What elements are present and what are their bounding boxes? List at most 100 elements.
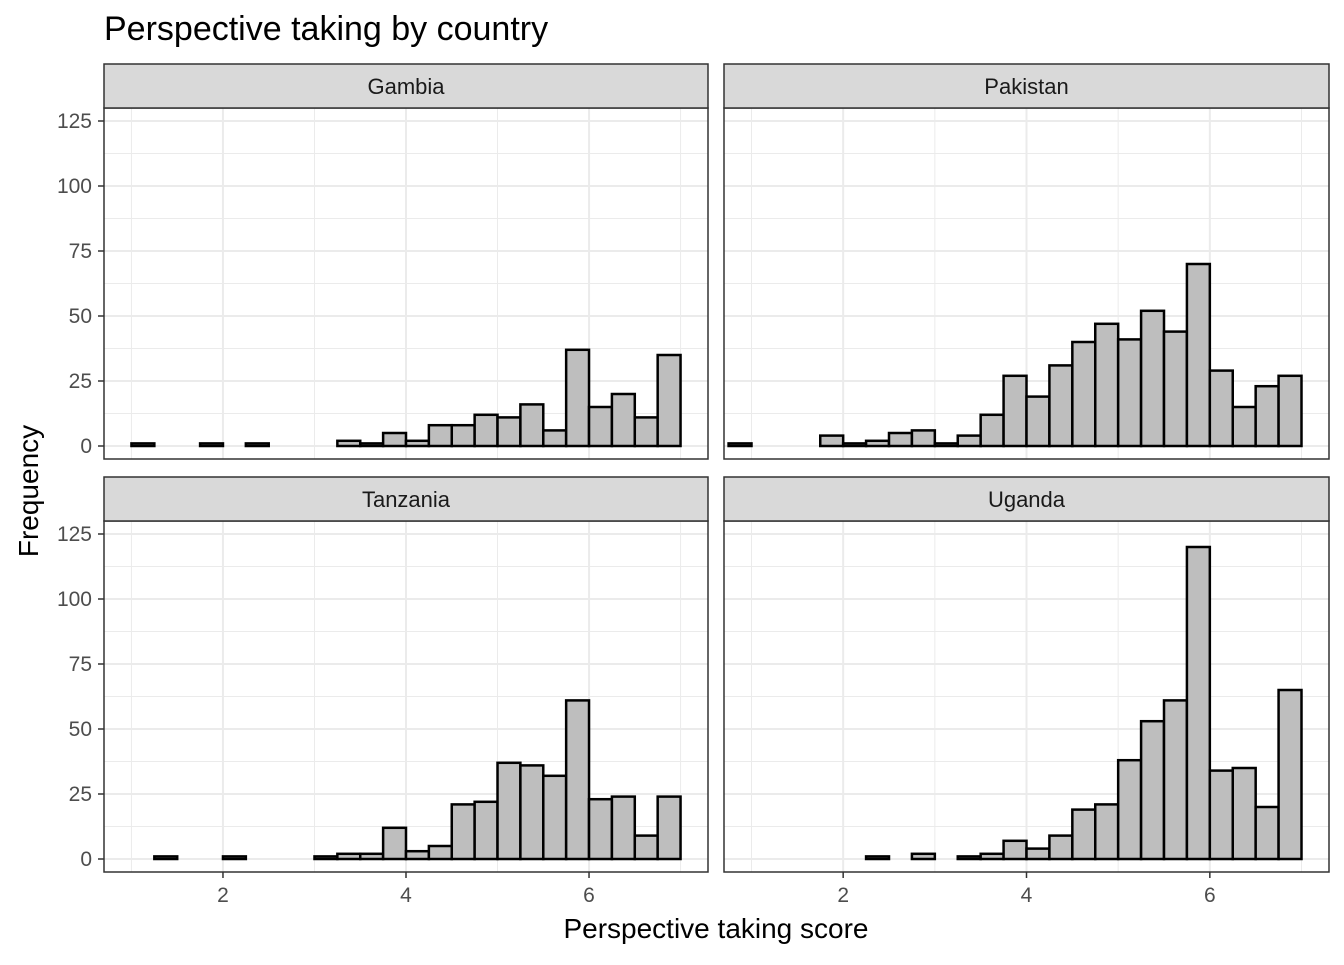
histogram-bar (1002, 839, 1028, 861)
histogram-bar (221, 855, 248, 861)
histogram-bar (336, 439, 362, 448)
y-tick-label: 75 (69, 653, 92, 676)
histogram-bar (979, 413, 1005, 448)
histogram-bar (1048, 834, 1074, 861)
bars-pakistan (727, 262, 1303, 448)
histogram-bar (542, 774, 568, 861)
histogram-bar (1277, 374, 1303, 448)
histogram-bar (1116, 758, 1143, 861)
facet-label-gambia: Gambia (367, 74, 445, 99)
histogram-bar (198, 442, 225, 448)
facet-panel-tanzania: Tanzania 0 25 50 75 100 125 2 4 6 (57, 476, 709, 907)
histogram-bar (1208, 769, 1235, 861)
y-tick-label: 50 (69, 718, 92, 741)
histogram-bar (1162, 330, 1189, 448)
histogram-bar (1185, 545, 1212, 861)
histogram-bar (1231, 405, 1257, 448)
facet-strip (103, 476, 709, 522)
histogram-bar (1048, 364, 1074, 448)
facet-strip (103, 63, 709, 109)
x-tick-label: 2 (217, 884, 229, 907)
y-tick-label: 0 (80, 848, 92, 871)
facet-label-pakistan: Pakistan (984, 74, 1068, 99)
histogram-bar (1277, 688, 1303, 861)
y-tick-label: 100 (57, 588, 92, 611)
facet-panels: Gambia 0 25 50 75 100 125 Pakistan Tanzania 0 25 50… (57, 63, 1330, 907)
histogram-bar (1025, 847, 1051, 861)
bars-uganda (864, 545, 1303, 861)
histogram-bar (1071, 808, 1097, 861)
histogram-bar (979, 852, 1005, 861)
y-tick-label: 0 (80, 435, 92, 458)
x-tick-label: 2 (837, 884, 849, 907)
histogram-bar (450, 423, 476, 448)
histogram-bar (727, 442, 753, 448)
y-tick-label: 125 (57, 110, 92, 133)
histogram-bar (450, 803, 476, 861)
histogram-bar (358, 852, 385, 861)
histogram-bar (910, 852, 937, 861)
histogram-bar (933, 442, 959, 448)
histogram-bar (1116, 338, 1143, 448)
histogram-bar (496, 416, 522, 448)
y-tick-label: 25 (69, 783, 92, 806)
histogram-bar (587, 797, 614, 861)
facet-label-uganda: Uganda (988, 487, 1066, 512)
histogram-bar (358, 442, 385, 448)
histogram-bar (542, 429, 568, 448)
histogram-bar (1094, 322, 1120, 448)
y-tick-label: 125 (57, 523, 92, 546)
histogram-bar (130, 442, 156, 448)
histogram-bar (336, 852, 362, 861)
histogram-bar (1208, 369, 1235, 448)
y-tick-label: 100 (57, 175, 92, 198)
histogram-bar (887, 431, 914, 448)
histogram-bar (633, 834, 659, 861)
histogram-bar (1254, 805, 1280, 861)
x-axis-title: Perspective taking score (563, 913, 868, 944)
facet-panel-pakistan: Pakistan (723, 63, 1330, 460)
histogram-bar (427, 844, 454, 861)
facet-strip (723, 476, 1330, 522)
x-tick-label: 6 (583, 884, 595, 907)
histogram-bar (633, 416, 659, 448)
histogram-bar (610, 795, 637, 861)
histogram-bar (473, 800, 499, 861)
histogram-bar (564, 699, 591, 861)
histogram-bar (244, 442, 270, 448)
histogram-bar (864, 439, 891, 448)
histogram-bar (1002, 374, 1028, 448)
y-axis-title: Frequency (13, 425, 44, 557)
facet-label-tanzania: Tanzania (362, 487, 451, 512)
facet-panel-gambia: Gambia 0 25 50 75 100 125 (57, 63, 709, 460)
histogram-bar (564, 348, 591, 448)
histogram-bar (910, 429, 937, 448)
histogram-bar (841, 442, 868, 448)
histogram-bar (587, 405, 614, 448)
histogram-bar (1025, 395, 1051, 448)
histogram-bar (1162, 699, 1189, 861)
histogram-bar (381, 431, 408, 448)
histogram-bar (427, 423, 454, 448)
y-tick-label: 50 (69, 305, 92, 328)
histogram-bar (519, 403, 545, 448)
histogram-bar (610, 392, 637, 448)
histogram-bar (956, 855, 982, 861)
histogram-bar (1139, 309, 1166, 448)
histogram-bar (656, 353, 682, 448)
histogram-bar (313, 855, 339, 861)
histogram-bar (153, 855, 179, 861)
histogram-bar (1185, 262, 1212, 448)
facet-strip (723, 63, 1330, 109)
y-tick-label: 75 (69, 240, 92, 263)
y-tick-label: 25 (69, 370, 92, 393)
histogram-bar (404, 849, 431, 861)
facet-panel-uganda: Uganda 2 4 6 (723, 476, 1330, 907)
histogram-bar (519, 764, 545, 861)
histogram-bar (864, 855, 891, 861)
histogram-bar (1254, 384, 1280, 448)
x-tick-label: 6 (1204, 884, 1216, 907)
histogram-bar (1139, 719, 1166, 861)
